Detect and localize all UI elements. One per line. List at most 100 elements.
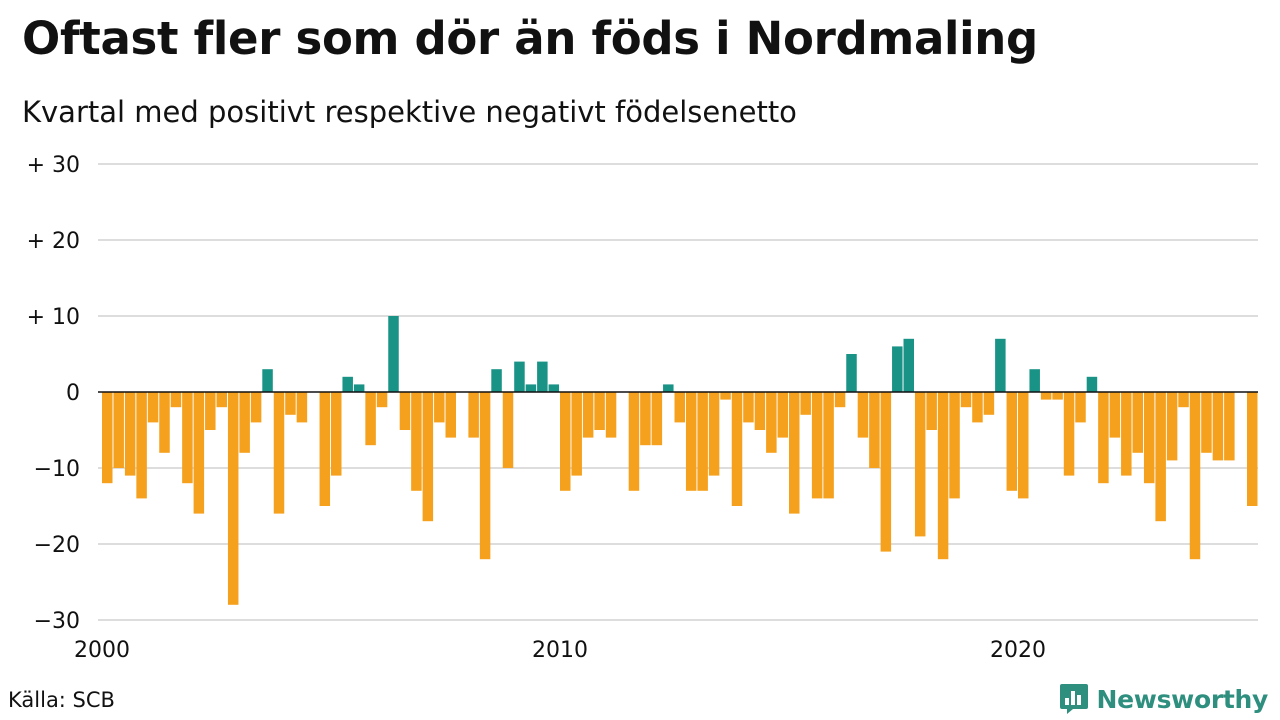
- bar-positive: [892, 346, 903, 392]
- brand-name: Newsworthy: [1096, 684, 1269, 714]
- bar-negative: [560, 392, 571, 491]
- bar-negative: [102, 392, 113, 484]
- bar-negative: [502, 392, 514, 468]
- bar-negative: [1040, 392, 1052, 400]
- bar-negative: [754, 392, 766, 430]
- bar-negative: [1075, 392, 1086, 423]
- bar-negative: [273, 392, 285, 514]
- bar-negative: [949, 392, 960, 499]
- bar-negative: [170, 392, 182, 408]
- bar-positive: [846, 354, 857, 392]
- bar-negative: [983, 392, 995, 415]
- bar-positive: [388, 316, 399, 392]
- bar-negative: [640, 392, 651, 446]
- bar-negative: [674, 392, 685, 423]
- bar-negative: [914, 392, 926, 537]
- bar-negative: [399, 392, 411, 430]
- bar-positive: [537, 361, 548, 392]
- bar-negative: [1247, 392, 1258, 506]
- bar-negative: [1189, 392, 1201, 560]
- bar-negative: [869, 392, 880, 468]
- bar-negative: [1178, 392, 1189, 408]
- bar-positive: [663, 384, 674, 392]
- bar-positive: [1029, 369, 1040, 392]
- bar-negative: [319, 392, 331, 506]
- bar-negative: [1166, 392, 1178, 461]
- bar-negative: [960, 392, 972, 408]
- bar-positive: [995, 338, 1006, 392]
- bar-negative: [411, 392, 422, 491]
- bar-negative: [239, 392, 250, 453]
- bar-negative: [365, 392, 376, 446]
- chart-title: Oftast fler som dör än föds i Nordmaling: [22, 12, 1038, 65]
- y-tick-label: + 20: [27, 229, 80, 254]
- bar-negative: [926, 392, 937, 430]
- chart-subtitle: Kvartal med positivt respektive negativt…: [22, 95, 797, 129]
- bar-negative: [972, 392, 983, 423]
- bar-positive: [262, 369, 273, 392]
- bar-negative: [205, 392, 216, 430]
- bar-negative: [1006, 392, 1018, 491]
- bar-negative: [422, 392, 434, 522]
- bar-negative: [285, 392, 296, 415]
- bar-negative: [216, 392, 227, 408]
- bar-positive: [491, 369, 502, 392]
- y-tick-label: −30: [34, 609, 80, 634]
- bar-negative: [1201, 392, 1212, 453]
- bar-negative: [777, 392, 789, 438]
- bar-negative: [331, 392, 342, 476]
- bar-negative: [800, 392, 811, 415]
- bars: [102, 316, 1258, 605]
- bar-negative: [731, 392, 743, 506]
- bar-negative: [708, 392, 720, 476]
- bar-negative: [857, 392, 869, 438]
- bar-negative: [296, 392, 308, 423]
- bar-negative: [743, 392, 754, 423]
- bar-negative: [193, 392, 205, 514]
- bar-negative: [434, 392, 445, 423]
- bar-negative: [1121, 392, 1132, 476]
- bar-positive: [342, 376, 353, 392]
- x-tick-label: 2010: [532, 638, 588, 663]
- x-tick-label: 2000: [74, 638, 130, 663]
- bar-positive: [353, 384, 365, 392]
- bar-positive: [1086, 376, 1098, 392]
- bar-negative: [697, 392, 708, 491]
- bar-chart: + 30 + 20 + 10 0 −10 −20 −30 2000 2010 2020: [27, 153, 1258, 663]
- bar-negative: [651, 392, 663, 446]
- source-note: Källa: SCB: [8, 688, 115, 712]
- bar-negative: [571, 392, 582, 476]
- bar-negative: [789, 392, 800, 514]
- newsworthy-logo: Newsworthy: [1059, 682, 1269, 716]
- bar-negative: [445, 392, 456, 438]
- bar-negative: [1224, 392, 1235, 461]
- bar-negative: [113, 392, 124, 468]
- bar-chart-icon: [1059, 684, 1088, 714]
- bar-negative: [605, 392, 617, 438]
- y-tick-label: −10: [34, 457, 80, 482]
- x-tick-label: 2020: [990, 638, 1046, 663]
- bar-negative: [1132, 392, 1143, 453]
- bar-negative: [1155, 392, 1166, 522]
- bar-negative: [937, 392, 949, 560]
- bar-negative: [468, 392, 479, 438]
- bar-negative: [1109, 392, 1121, 438]
- bar-negative: [376, 392, 388, 408]
- bar-negative: [182, 392, 193, 484]
- bar-negative: [1098, 392, 1109, 484]
- bar-negative: [834, 392, 846, 408]
- bar-positive: [548, 384, 560, 392]
- bar-negative: [1063, 392, 1075, 476]
- bar-negative: [1018, 392, 1029, 499]
- bar-negative: [766, 392, 777, 453]
- bar-negative: [1212, 392, 1224, 461]
- bar-positive: [514, 361, 525, 392]
- bar-negative: [147, 392, 159, 423]
- bar-negative: [880, 392, 892, 552]
- bar-negative: [479, 392, 491, 560]
- bar-negative: [124, 392, 136, 476]
- bar-negative: [250, 392, 262, 423]
- axes: + 30 + 20 + 10 0 −10 −20 −30 2000 2010 2020: [27, 153, 1258, 663]
- bar-positive: [903, 338, 914, 392]
- y-tick-label: 0: [66, 381, 80, 406]
